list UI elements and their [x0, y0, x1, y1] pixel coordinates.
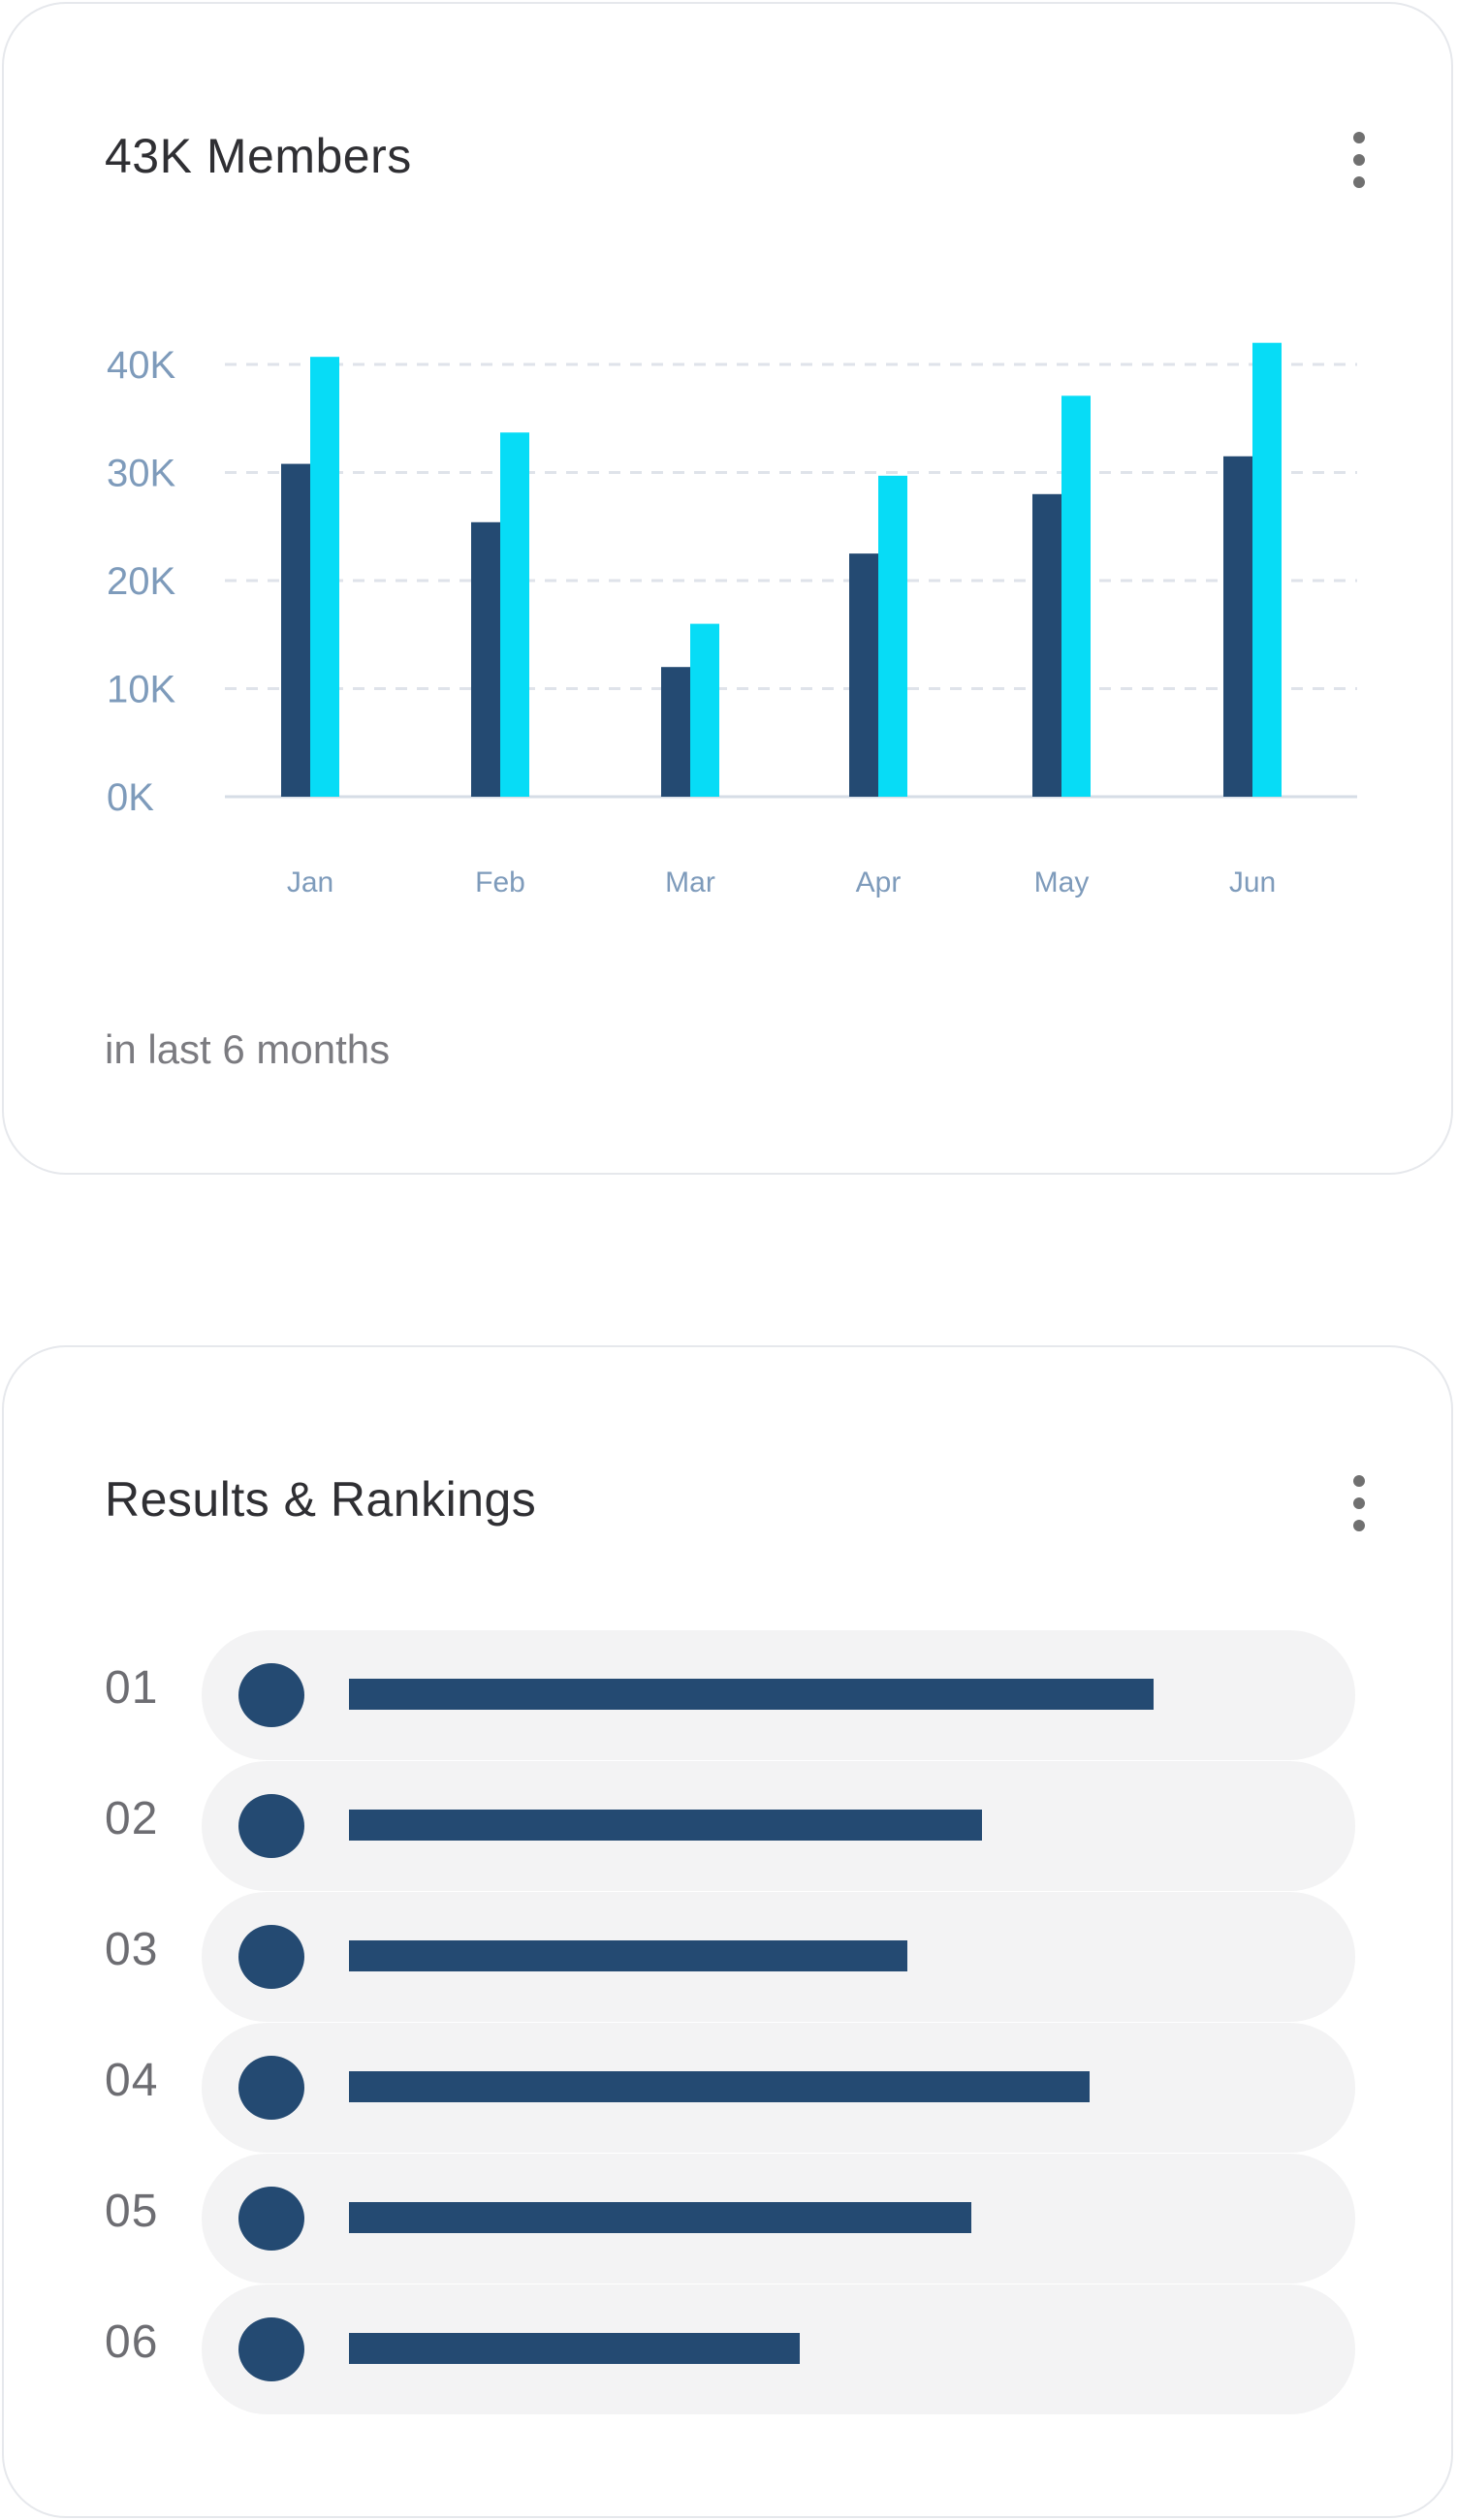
rankings-card: Results & Rankings 01 02 03 04 05 06 [2, 1345, 1453, 2518]
avatar-placeholder [238, 1663, 304, 1727]
ranking-track [202, 1630, 1355, 1760]
bar-jan-series-1[interactable] [281, 463, 310, 797]
members-footnote: in last 6 months [105, 1026, 391, 1072]
members-card: 43K Members 0K 10K 20K 30K 40K Jan Feb Mar Apr Ma… [2, 2, 1453, 1175]
bar-mar-series-2[interactable] [690, 623, 719, 797]
y-tick-label: 0K [107, 776, 154, 819]
bar-mar-series-1[interactable] [661, 667, 690, 797]
y-tick-label: 30K [107, 453, 175, 495]
ranking-row[interactable]: 04 [4, 2023, 1455, 2153]
avatar-placeholder [238, 1794, 304, 1858]
ranking-bar [349, 2202, 971, 2233]
ranking-row[interactable]: 05 [4, 2154, 1455, 2284]
bar-apr-series-1[interactable] [849, 553, 878, 797]
bar-feb-series-2[interactable] [500, 432, 529, 797]
x-tick-label: Apr [856, 866, 902, 898]
avatar-placeholder [238, 1925, 304, 1989]
bar-may-series-2[interactable] [1061, 395, 1091, 797]
rankings-menu-icon[interactable] [1338, 1473, 1380, 1533]
ranking-row[interactable]: 01 [4, 1630, 1455, 1760]
ranking-bar [349, 1940, 907, 1971]
ranking-track [202, 1761, 1355, 1891]
ranking-bar [349, 2333, 800, 2364]
x-tick-label: Feb [475, 866, 525, 898]
y-tick-label: 10K [107, 669, 175, 711]
x-tick-label: Jun [1229, 866, 1276, 898]
members-card-title: 43K Members [105, 129, 412, 183]
x-tick-label: Jan [287, 866, 333, 898]
ranking-row[interactable]: 06 [4, 2284, 1455, 2414]
ranking-number: 06 [105, 2316, 159, 2368]
ranking-number: 02 [105, 1793, 159, 1844]
rankings-card-title: Results & Rankings [105, 1472, 537, 1527]
y-tick-label: 20K [107, 560, 175, 603]
x-tick-label: Mar [665, 866, 715, 898]
bar-feb-series-1[interactable] [471, 521, 500, 797]
ranking-number: 04 [105, 2055, 159, 2106]
avatar-placeholder [238, 2317, 304, 2381]
ranking-bar [349, 2071, 1090, 2102]
bar-apr-series-2[interactable] [878, 475, 907, 797]
bar-jun-series-1[interactable] [1223, 456, 1252, 797]
ranking-number: 03 [105, 1924, 159, 1975]
bar-may-series-1[interactable] [1032, 493, 1061, 797]
bar-jun-series-2[interactable] [1252, 342, 1282, 797]
ranking-bar [349, 1810, 982, 1841]
ranking-track [202, 2154, 1355, 2284]
x-tick-label: May [1034, 866, 1090, 898]
ranking-track [202, 1892, 1355, 2022]
avatar-placeholder [238, 2187, 304, 2251]
ranking-track [202, 2284, 1355, 2414]
avatar-placeholder [238, 2056, 304, 2120]
ranking-bar [349, 1679, 1154, 1710]
y-tick-label: 40K [107, 344, 175, 387]
ranking-number: 05 [105, 2186, 159, 2237]
members-menu-icon[interactable] [1338, 130, 1380, 190]
ranking-number: 01 [105, 1662, 159, 1714]
bar-jan-series-2[interactable] [310, 357, 339, 797]
members-bar-chart: 0K 10K 20K 30K 40K Jan Feb Mar Apr May Jun [107, 342, 1357, 898]
ranking-row[interactable]: 02 [4, 1761, 1455, 1891]
ranking-row[interactable]: 03 [4, 1892, 1455, 2022]
ranking-track [202, 2023, 1355, 2153]
